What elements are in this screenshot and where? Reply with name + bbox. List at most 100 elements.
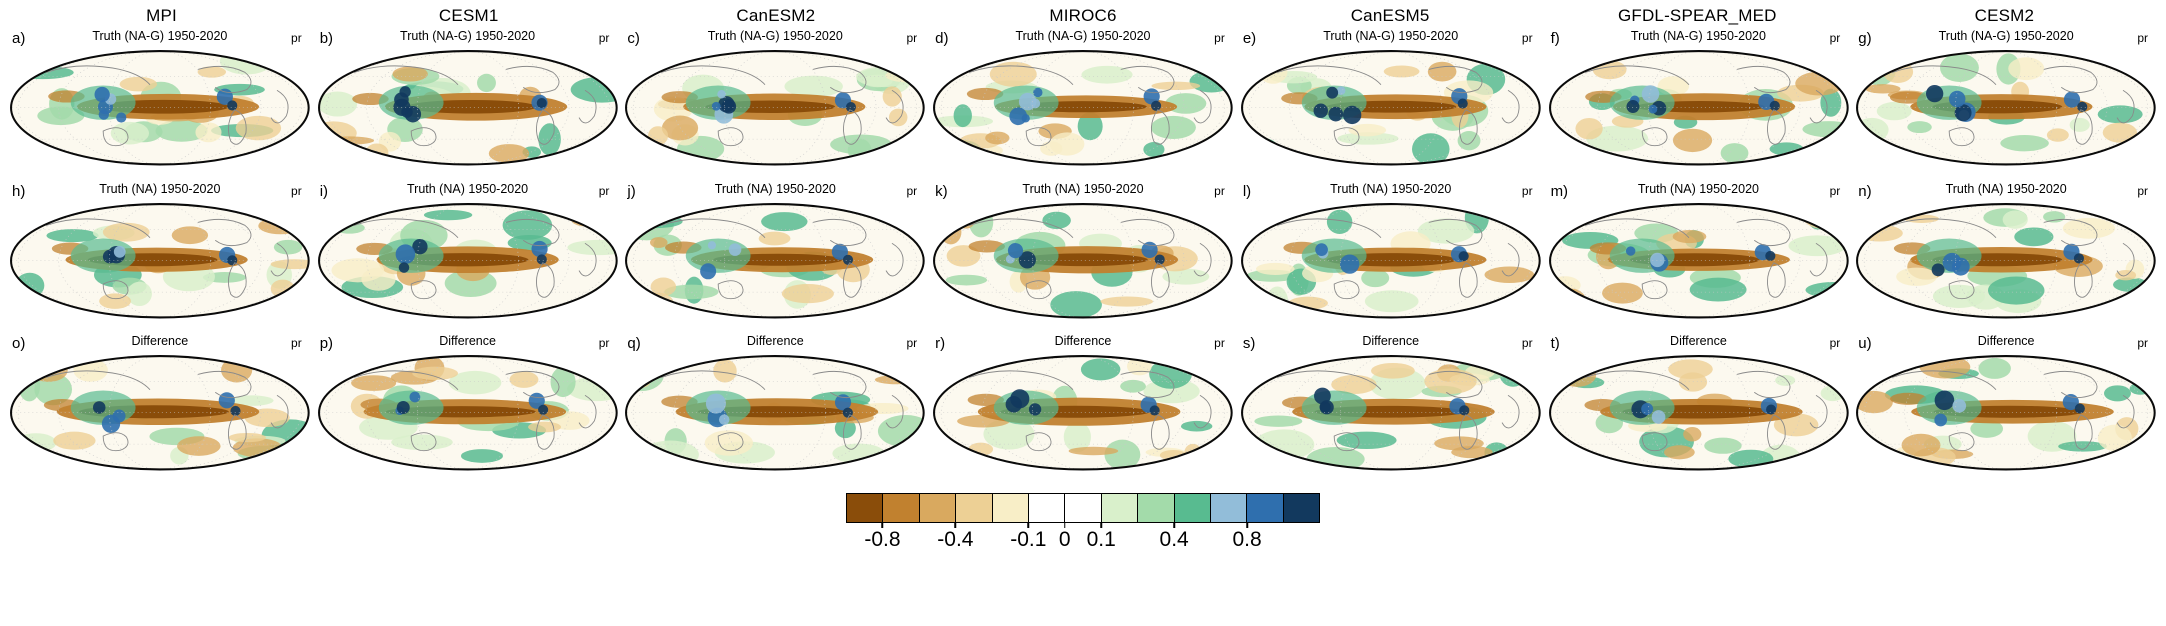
colorbar-cell <box>1137 493 1174 522</box>
panel-header: m) Truth (NA) 1950-2020 pr <box>1547 181 1851 200</box>
panel-subtitle: Truth (NA-G) 1950-2020 <box>400 29 536 43</box>
panel-header: p) Difference pr <box>316 334 620 352</box>
panel-subtitle: Truth (NA) 1950-2020 <box>407 181 529 196</box>
colorbar-tick-label: 0.1 <box>1086 527 1116 551</box>
world-map <box>10 50 310 166</box>
panel-header: c) Truth (NA-G) 1950-2020 pr <box>623 29 927 47</box>
map-panel: g) Truth (NA-G) 1950-2020 pr <box>1854 29 2158 170</box>
map-panel: j) Truth (NA) 1950-2020 pr <box>623 182 927 323</box>
panel-variable-label: pr <box>598 31 610 45</box>
map-panel: h) Truth (NA) 1950-2020 pr <box>8 182 312 323</box>
panel-letter: e) <box>1242 30 1257 47</box>
panel-variable-label: pr <box>1521 31 1533 45</box>
panel-header: b) Truth (NA-G) 1950-2020 pr <box>316 29 620 47</box>
panel-header: d) Truth (NA-G) 1950-2020 pr <box>931 29 1235 47</box>
panel-subtitle: Difference <box>439 334 496 348</box>
map-panel: r) Difference pr <box>931 334 1235 475</box>
map-panel: i) Truth (NA) 1950-2020 pr <box>316 182 620 323</box>
map-panel: u) Difference pr <box>1854 334 2158 475</box>
panel-letter: c) <box>627 30 640 47</box>
panel-variable-label: pr <box>1214 183 1225 198</box>
panel-header: g) Truth (NA-G) 1950-2020 pr <box>1854 29 2158 47</box>
panel-subtitle: Truth (NA) 1950-2020 <box>1637 181 1759 196</box>
colorbar-tick-mark <box>954 522 957 528</box>
panel-variable-label: pr <box>2137 31 2148 45</box>
world-map <box>1856 202 2156 318</box>
colorbar-tick-mark <box>1100 522 1102 528</box>
map-panel: e) Truth (NA-G) 1950-2020 pr <box>1239 29 1543 170</box>
colorbar-tick-mark <box>1027 522 1030 528</box>
panel-subtitle: Truth (NA-G) 1950-2020 <box>1630 29 1766 43</box>
panel-header: i) Truth (NA) 1950-2020 pr <box>316 181 620 200</box>
panel-variable-label: pr <box>1521 183 1533 198</box>
world-map <box>933 355 1233 471</box>
colorbar-cell <box>991 493 1028 522</box>
panel-subtitle: Truth (NA) 1950-2020 <box>1022 181 1144 196</box>
panel-letter: k) <box>935 182 948 200</box>
colorbar-cell <box>1246 493 1283 522</box>
colorbar-tick-mark <box>1246 522 1248 528</box>
panel-header: h) Truth (NA) 1950-2020 pr <box>8 181 312 200</box>
panel-header: r) Difference pr <box>931 334 1235 352</box>
world-map <box>625 50 926 166</box>
world-map <box>933 50 1233 166</box>
panel-letter: s) <box>1242 335 1256 352</box>
colorbar-cell <box>1282 493 1320 522</box>
panel-header: s) Difference pr <box>1239 334 1543 352</box>
colorbar-tick-mark <box>1064 522 1066 528</box>
panel-subtitle: Difference <box>1977 334 2035 348</box>
world-map <box>1240 202 1541 318</box>
map-panel: a) Truth (NA-G) 1950-2020 pr <box>8 29 312 170</box>
panel-header: e) Truth (NA-G) 1950-2020 pr <box>1239 29 1543 47</box>
map-panel: l) Truth (NA) 1950-2020 pr <box>1239 182 1543 323</box>
column-title: MIROC6 <box>1049 6 1117 25</box>
column-headers: MPI CESM1 CanESM2 MIROC6 CanESM5 GFDL-SP… <box>8 6 2158 26</box>
panel-letter: d) <box>935 30 949 47</box>
colorbar-ticks: -0.8 -0.4 -0.1 0 0.1 0.4 0.8 <box>846 522 1320 559</box>
panel-header: k) Truth (NA) 1950-2020 pr <box>931 181 1235 200</box>
panel-variable-label: pr <box>598 336 610 350</box>
map-panel: b) Truth (NA-G) 1950-2020 pr <box>316 29 620 170</box>
panel-subtitle: Truth (NA-G) 1950-2020 <box>1015 29 1151 43</box>
map-panel: d) Truth (NA-G) 1950-2020 pr <box>931 29 1235 170</box>
column-title: GFDL-SPEAR_MED <box>1617 6 1777 25</box>
panel-header: n) Truth (NA) 1950-2020 pr <box>1854 182 2158 200</box>
colorbar-tick-label: 0 <box>1058 527 1071 551</box>
panel-variable-label: pr <box>2137 183 2148 198</box>
map-panel: m) Truth (NA) 1950-2020 pr <box>1547 182 1851 323</box>
figure-panel-grid: MPI CESM1 CanESM2 MIROC6 CanESM5 GFDL-SP… <box>8 6 2158 559</box>
map-panel: o) Difference pr <box>8 334 312 475</box>
panel-letter: l) <box>1242 182 1252 200</box>
panel-letter: f) <box>1550 30 1560 47</box>
panel-letter: p) <box>319 335 334 352</box>
world-map <box>1548 50 1849 166</box>
panel-letter: j) <box>627 182 636 200</box>
panel-letter: u) <box>1858 335 1872 352</box>
panel-letter: i) <box>319 182 329 200</box>
colorbar-tick-mark <box>1173 522 1175 528</box>
world-map <box>1856 50 2156 166</box>
world-map <box>1548 202 1849 318</box>
panel-subtitle: Truth (NA) 1950-2020 <box>714 181 836 196</box>
panel-subtitle: Truth (NA-G) 1950-2020 <box>1938 29 2074 43</box>
panel-subtitle: Truth (NA-G) 1950-2020 <box>707 29 843 43</box>
column-title: CESM2 <box>1974 6 2035 25</box>
panel-subtitle: Truth (NA) 1950-2020 <box>99 181 221 196</box>
colorbar-tick-label: -0.8 <box>864 527 901 551</box>
panel-variable-label: pr <box>1829 183 1841 198</box>
panel-letter: h) <box>12 182 26 200</box>
panel-subtitle: Difference <box>1362 334 1420 348</box>
colorbar-cell <box>1209 493 1247 522</box>
panel-variable-label: pr <box>291 183 302 198</box>
colorbar-cell <box>847 493 883 522</box>
panel-letter: r) <box>935 335 946 352</box>
panel-subtitle: Truth (NA-G) 1950-2020 <box>92 29 228 43</box>
panel-variable-label: pr <box>906 31 918 45</box>
panel-variable-label: pr <box>906 336 918 350</box>
panel-letter: a) <box>12 30 26 47</box>
colorbar-tick-label: 0.8 <box>1232 527 1262 551</box>
colorbar-cell <box>918 493 956 522</box>
panel-header: q) Difference pr <box>623 334 927 352</box>
colorbar-cell <box>1027 493 1065 522</box>
world-map <box>625 355 926 471</box>
